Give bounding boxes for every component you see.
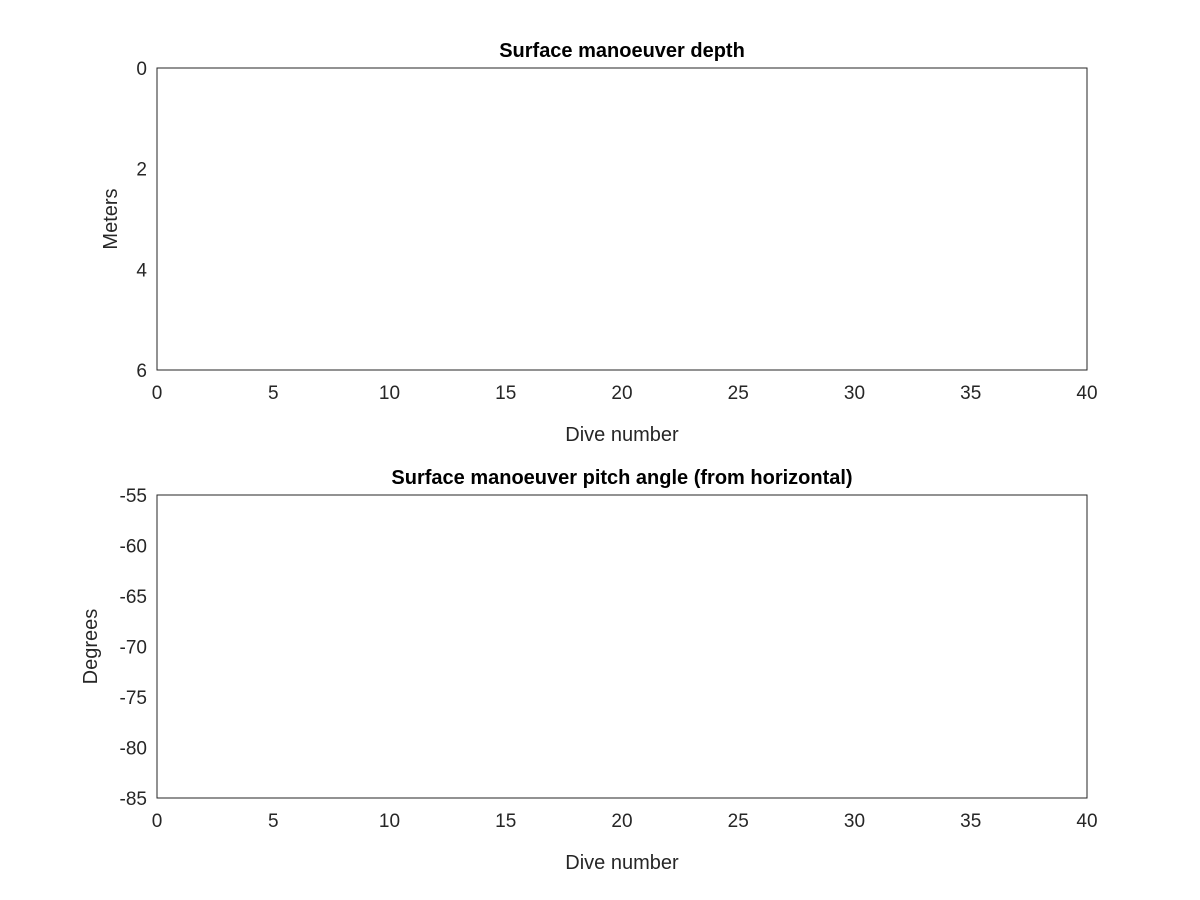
pitch-x-tick-label: 20: [611, 811, 632, 832]
depth-y-tick-label: 0: [136, 59, 147, 80]
depth-x-tick-label: 15: [495, 383, 516, 404]
depth-chart-title: Surface manoeuver depth: [499, 40, 745, 62]
pitch-chart-panel: 0 5 10 15 20 25 30 35 40 -55 -60 -65 -70 -75 -80 -85 Su…: [80, 467, 1098, 874]
depth-x-tick-label: 40: [1076, 383, 1097, 404]
pitch-x-tick-label: 5: [268, 811, 279, 832]
depth-y-axis-label: Meters: [100, 188, 122, 249]
depth-axes-box: [156, 67, 1088, 371]
pitch-y-tick-label: -70: [120, 638, 147, 659]
depth-y-tick-label: 6: [136, 361, 147, 382]
depth-y-tick-label: 4: [136, 260, 147, 281]
pitch-x-tick-label: 25: [728, 811, 749, 832]
pitch-x-tick-label: 15: [495, 811, 516, 832]
pitch-x-tick-label: 30: [844, 811, 865, 832]
pitch-x-tick-label: 0: [152, 811, 163, 832]
pitch-y-axis-label: Degrees: [80, 609, 102, 685]
depth-x-tick-label: 5: [268, 383, 279, 404]
pitch-x-axis-label: Dive number: [565, 852, 679, 874]
pitch-y-tick-label: -55: [120, 486, 147, 507]
depth-x-tick-label: 10: [379, 383, 400, 404]
depth-x-tick-label: 0: [152, 383, 163, 404]
depth-x-tick-label: 35: [960, 383, 981, 404]
depth-x-tick-label: 30: [844, 383, 865, 404]
depth-x-tick-label: 20: [611, 383, 632, 404]
pitch-x-tick-label: 10: [379, 811, 400, 832]
pitch-y-tick-label: -60: [120, 537, 147, 558]
pitch-y-tick-label: -85: [120, 789, 147, 810]
pitch-chart-title: Surface manoeuver pitch angle (from hori…: [391, 467, 852, 489]
pitch-axes-box: [156, 494, 1088, 799]
pitch-ticks: 0 5 10 15 20 25 30 35 40 -55 -60 -65 -70 -75 -80 -85: [120, 486, 1098, 832]
pitch-y-tick-label: -80: [120, 739, 147, 760]
pitch-y-tick-label: -65: [120, 587, 147, 608]
depth-chart-panel: 0 5 10 15 20 25 30 35 40 0 2 4 6 Surface manoeuver d…: [100, 40, 1098, 446]
pitch-x-tick-label: 40: [1076, 811, 1097, 832]
depth-x-tick-label: 25: [728, 383, 749, 404]
depth-y-tick-label: 2: [136, 160, 147, 181]
pitch-y-tick-label: -75: [120, 688, 147, 709]
depth-x-axis-label: Dive number: [565, 424, 679, 446]
pitch-x-tick-label: 35: [960, 811, 981, 832]
